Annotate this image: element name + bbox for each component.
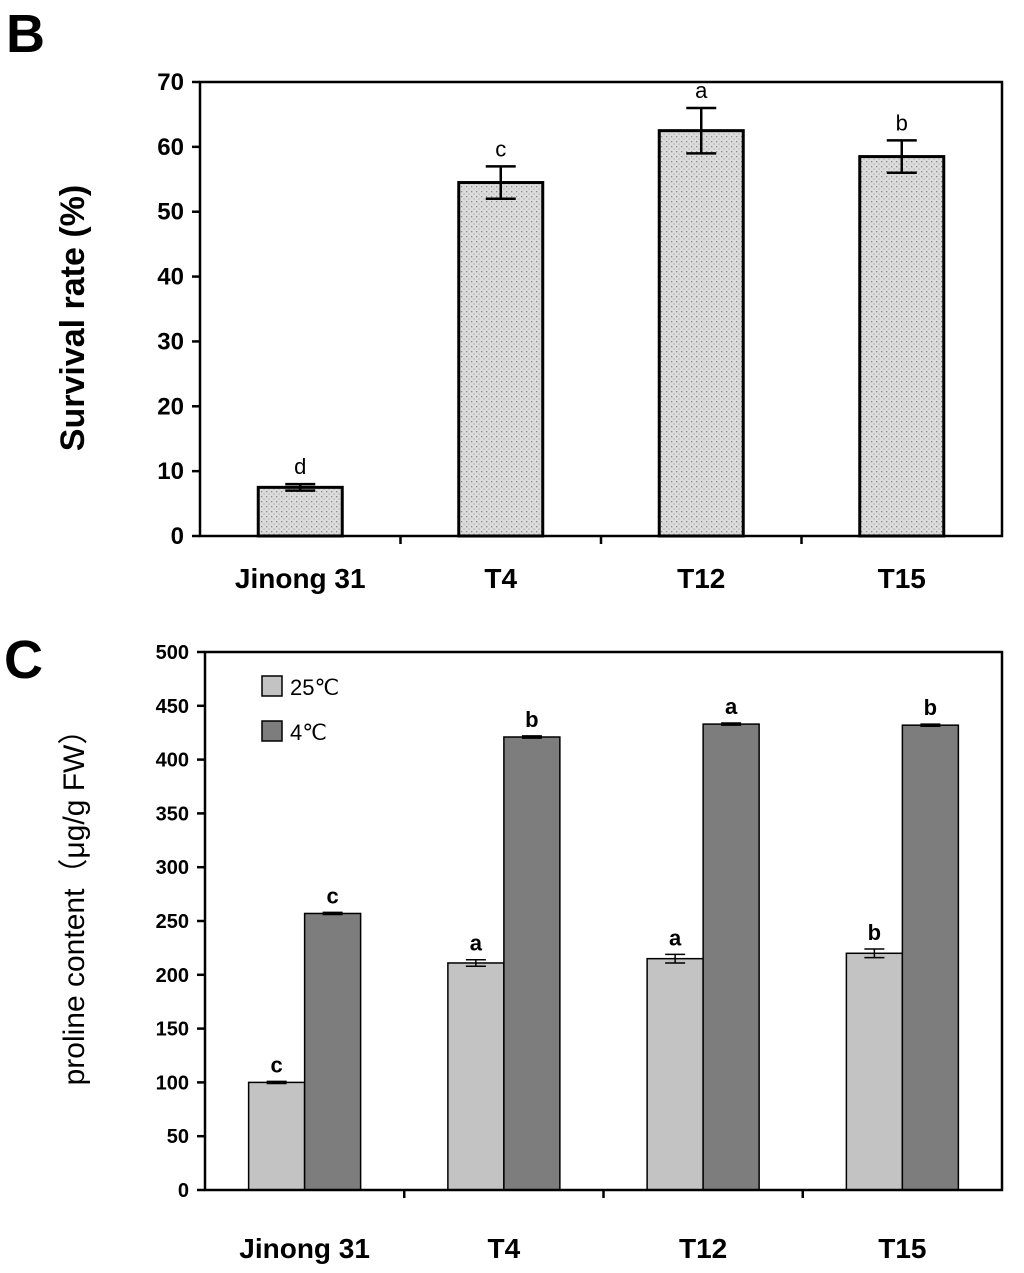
significance-label: b: [896, 110, 908, 135]
legend-swatch: [261, 675, 283, 697]
bar-t15: [858, 155, 946, 538]
significance-label: d: [294, 454, 306, 479]
bar-25c-jinong-31: [247, 1081, 306, 1191]
y-tick-label: 450: [156, 696, 189, 718]
y-tick-label: 30: [157, 328, 184, 355]
category-label: T4: [484, 563, 517, 594]
category-label: T15: [878, 1233, 926, 1264]
bar-t4: [457, 181, 545, 538]
y-tick-label: 500: [156, 642, 189, 664]
y-tick-label: 60: [157, 134, 184, 161]
y-tick-label: 400: [156, 750, 189, 772]
bar-25c-t4: [447, 962, 505, 1191]
y-tick-label: 50: [157, 199, 184, 226]
y-tick-label: 250: [156, 911, 189, 933]
y-tick-label: 150: [156, 1019, 189, 1041]
significance-label: a: [470, 931, 483, 956]
significance-label: c: [495, 136, 506, 161]
y-tick-label: 0: [171, 523, 184, 550]
y-tick-label: 50: [167, 1126, 189, 1148]
panel-b-y-axis-label: Survival rate (%): [54, 185, 92, 451]
panel-c-legend: 25℃ 4℃: [261, 675, 339, 745]
significance-label: c: [327, 883, 339, 908]
significance-label: b: [924, 695, 937, 720]
category-label: T15: [878, 563, 926, 594]
bar-4c-t12: [702, 723, 760, 1191]
panel-c-plot-frame: [203, 650, 1004, 1192]
bar-25c-t15: [845, 952, 904, 1191]
category-label: Jinong 31: [239, 1233, 370, 1264]
category-label: T12: [677, 563, 725, 594]
bar-25c-t12: [646, 957, 704, 1191]
bar-4c-jinong-31: [303, 912, 362, 1191]
significance-label: a: [695, 78, 708, 103]
y-tick-label: 40: [157, 264, 184, 291]
legend-swatch: [261, 720, 283, 742]
significance-label: a: [669, 925, 682, 950]
y-tick-label: 100: [156, 1072, 189, 1094]
y-tick-label: 20: [157, 393, 184, 420]
legend-label: 4℃: [290, 720, 327, 745]
panel-b-plot-frame: [198, 80, 1004, 538]
y-tick-label: 300: [156, 857, 189, 879]
y-tick-label: 200: [156, 965, 189, 987]
significance-label: a: [725, 694, 738, 719]
panel-c-proline-chart: C proline content（μg/g FW） 0 50 100 150 200 2…: [4, 630, 1004, 1264]
panel-letter-b: B: [6, 4, 45, 64]
y-tick-label: 0: [178, 1180, 189, 1202]
panel-letter-c: C: [4, 630, 43, 690]
y-tick-label: 10: [157, 458, 184, 485]
significance-label: c: [271, 1052, 283, 1077]
bar-4c-t4: [503, 736, 561, 1191]
bar-t12: [657, 129, 745, 538]
category-label: T4: [488, 1233, 521, 1264]
significance-label: b: [525, 707, 538, 732]
category-label: T12: [679, 1233, 727, 1264]
significance-label: b: [868, 920, 881, 945]
legend-label: 25℃: [290, 675, 339, 700]
y-tick-label: 350: [156, 803, 189, 825]
panel-c-y-axis-label: proline content（μg/g FW）: [58, 715, 91, 1086]
bar-4c-t15: [901, 724, 960, 1191]
y-tick-label: 70: [157, 69, 184, 96]
bar-jinong-31: [256, 485, 344, 538]
category-label: Jinong 31: [235, 563, 366, 594]
panel-b-survival-chart: B Survival rate (%) 0 10 20 30 40 50 60 70 d c a b…: [6, 4, 1004, 594]
